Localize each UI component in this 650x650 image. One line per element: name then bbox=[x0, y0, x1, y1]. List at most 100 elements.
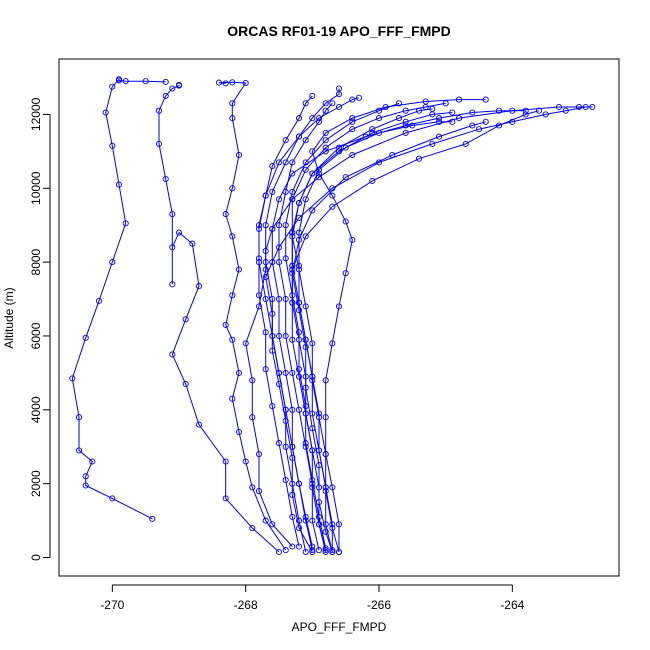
data-point bbox=[262, 295, 269, 303]
series-16 bbox=[269, 107, 529, 554]
data-point bbox=[222, 458, 229, 465]
data-point bbox=[302, 443, 309, 450]
data-point bbox=[275, 222, 283, 229]
x-tick-label: -270 bbox=[100, 598, 124, 612]
data-point bbox=[155, 107, 163, 114]
series-17 bbox=[289, 105, 436, 556]
data-point bbox=[122, 220, 129, 227]
series-1 bbox=[155, 81, 283, 556]
data-point bbox=[335, 303, 343, 310]
data-point bbox=[195, 283, 203, 290]
data-point bbox=[295, 115, 303, 122]
data-point bbox=[482, 96, 489, 103]
data-point bbox=[335, 103, 343, 111]
series-line bbox=[158, 84, 280, 553]
data-point bbox=[169, 281, 176, 288]
data-point bbox=[222, 321, 229, 328]
data-point bbox=[82, 334, 89, 341]
data-point bbox=[375, 107, 383, 114]
data-point bbox=[302, 373, 309, 380]
data-point bbox=[302, 166, 309, 173]
data-point bbox=[402, 107, 409, 114]
data-point bbox=[322, 377, 329, 384]
data-point bbox=[469, 109, 476, 116]
series-line bbox=[291, 121, 486, 553]
data-point bbox=[375, 129, 383, 136]
series-line bbox=[71, 78, 166, 520]
data-point bbox=[315, 447, 323, 454]
data-point bbox=[182, 380, 189, 388]
data-point bbox=[242, 79, 249, 87]
data-point bbox=[415, 155, 423, 162]
series-2 bbox=[215, 79, 289, 554]
series-line bbox=[245, 106, 593, 547]
plot-data bbox=[69, 76, 596, 556]
data-point bbox=[315, 521, 323, 528]
data-point bbox=[582, 103, 589, 111]
data-point bbox=[262, 517, 269, 524]
data-point bbox=[462, 140, 469, 147]
data-point bbox=[222, 211, 229, 218]
data-point bbox=[289, 229, 296, 236]
data-point bbox=[229, 185, 236, 192]
data-point bbox=[275, 440, 283, 447]
data-point bbox=[295, 480, 303, 487]
data-point bbox=[162, 78, 169, 85]
plot-frame bbox=[58, 58, 620, 577]
data-point bbox=[295, 524, 303, 532]
series-line bbox=[271, 110, 526, 551]
data-point bbox=[249, 377, 256, 384]
series-line bbox=[291, 108, 433, 553]
data-point bbox=[222, 495, 229, 502]
data-point bbox=[355, 94, 363, 101]
data-point bbox=[295, 299, 303, 306]
data-point bbox=[262, 329, 269, 336]
data-point bbox=[289, 406, 296, 413]
data-point bbox=[309, 373, 316, 380]
data-point bbox=[302, 343, 309, 351]
data-point bbox=[415, 107, 423, 114]
series-line bbox=[311, 99, 486, 552]
data-point bbox=[449, 109, 456, 116]
data-point bbox=[562, 107, 569, 114]
data-point bbox=[329, 548, 336, 556]
y-tick-label: 8000 bbox=[29, 248, 43, 275]
data-point bbox=[282, 159, 289, 166]
data-point bbox=[295, 517, 303, 524]
data-point bbox=[289, 159, 296, 166]
data-point bbox=[275, 196, 283, 203]
data-point bbox=[342, 144, 349, 151]
data-point bbox=[275, 369, 283, 376]
data-point bbox=[255, 451, 263, 458]
y-tick-label: 12000 bbox=[29, 97, 43, 131]
data-point bbox=[535, 107, 543, 114]
data-point bbox=[282, 255, 289, 262]
data-point bbox=[309, 547, 316, 554]
data-point bbox=[175, 81, 183, 88]
data-point bbox=[522, 107, 529, 114]
data-point bbox=[229, 292, 236, 299]
data-point bbox=[322, 144, 329, 151]
series-13 bbox=[275, 100, 336, 554]
data-point bbox=[235, 428, 243, 436]
data-point bbox=[429, 140, 436, 147]
data-point bbox=[402, 122, 409, 129]
data-point bbox=[389, 151, 396, 159]
data-point bbox=[102, 109, 109, 116]
data-point bbox=[289, 170, 296, 177]
series-3 bbox=[242, 103, 596, 550]
data-point bbox=[282, 406, 289, 413]
data-point bbox=[289, 196, 296, 203]
data-point bbox=[115, 77, 123, 84]
data-point bbox=[455, 96, 463, 103]
data-point bbox=[215, 79, 223, 86]
data-point bbox=[309, 517, 316, 524]
data-point bbox=[329, 203, 336, 210]
data-point bbox=[282, 295, 289, 303]
data-point bbox=[262, 366, 269, 373]
data-point bbox=[289, 262, 296, 269]
data-point bbox=[342, 218, 349, 225]
data-point bbox=[362, 133, 369, 140]
data-point bbox=[289, 336, 296, 343]
data-point bbox=[322, 528, 329, 535]
